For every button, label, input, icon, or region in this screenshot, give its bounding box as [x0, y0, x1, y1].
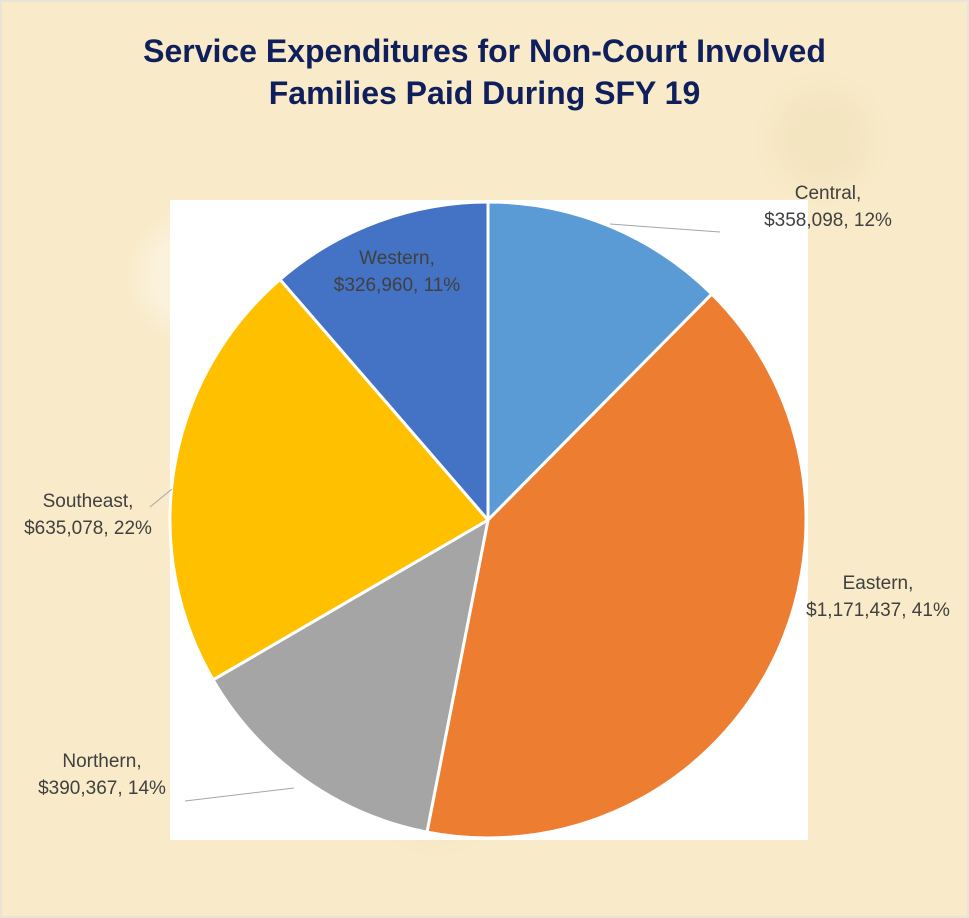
data-label-value: $1,171,437, 41%: [806, 600, 950, 621]
leader-line-southeast: [149, 488, 173, 508]
data-label-northern: Northern, $390,367, 14%: [38, 751, 166, 799]
pie-slice-eastern: [425, 292, 808, 840]
data-label-value: $635,078, 22%: [24, 518, 152, 539]
data-label-value: $390,367, 14%: [38, 778, 166, 799]
chart-title: Service Expenditures for Non-Court Invol…: [2, 30, 967, 114]
data-label-category: Southeast,: [43, 491, 134, 512]
leader-lines: [149, 223, 721, 802]
data-label-western: Western, $326,960, 11%: [334, 248, 461, 296]
pie-slice-southeast: [168, 277, 490, 682]
pie-slice-northern: [211, 518, 490, 834]
data-label-value: $358,098, 12%: [764, 210, 892, 231]
leader-line-central: [609, 223, 721, 233]
data-label-category: Western,: [359, 248, 435, 269]
data-label-eastern: Eastern, $1,171,437, 41%: [806, 573, 950, 621]
chart-title-line-2: Families Paid During SFY 19: [268, 75, 701, 111]
data-labels: Central, $358,098, 12% Eastern, $1,171,437,…: [24, 183, 950, 799]
data-label-southeast: Southeast, $635,078, 22%: [24, 491, 152, 539]
pie-slices: [168, 200, 808, 840]
data-label-category: Central,: [795, 183, 862, 204]
data-label-central: Central, $358,098, 12%: [764, 183, 892, 231]
data-label-category: Eastern,: [843, 573, 914, 594]
pie-slice-central: [486, 200, 714, 522]
data-label-value: $326,960, 11%: [334, 275, 461, 296]
data-label-category: Northern,: [62, 751, 141, 772]
pie-slice-western: [278, 200, 490, 522]
leader-line-northern: [184, 787, 295, 802]
chart-title-line-1: Service Expenditures for Non-Court Invol…: [143, 33, 826, 69]
